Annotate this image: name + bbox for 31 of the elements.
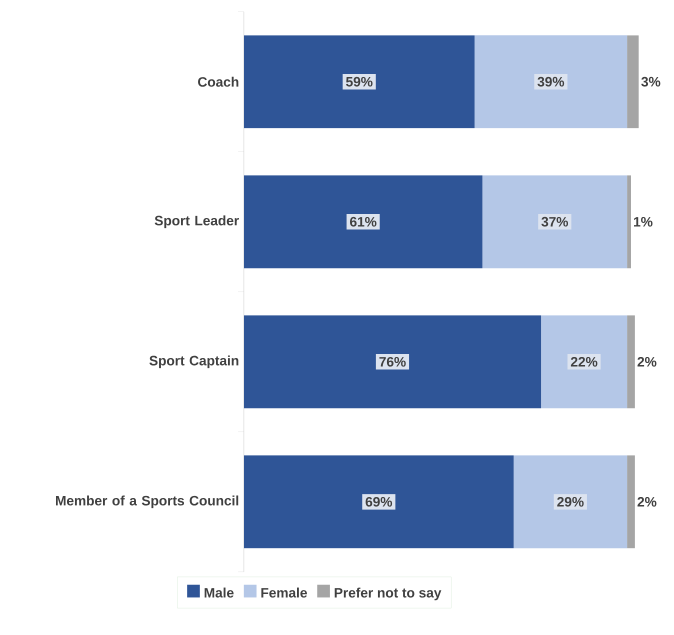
bar: [514, 455, 628, 548]
data-label: 37%: [541, 216, 568, 226]
bar: [627, 35, 639, 128]
data-label: 59%: [346, 76, 373, 86]
data-label: 1%: [634, 216, 652, 226]
bar: [541, 315, 628, 408]
data-label: 2%: [638, 356, 656, 366]
data-label: 2%: [638, 496, 656, 506]
data-label: 69%: [366, 496, 392, 506]
y-tick-label: Sport Leader: [154, 215, 239, 228]
data-label: 29%: [557, 496, 584, 506]
bar: [482, 175, 628, 268]
legend-label: Female: [261, 587, 307, 598]
bar: [244, 455, 514, 548]
data-label: 76%: [379, 356, 406, 366]
y-tick-label: Coach: [198, 76, 238, 87]
legend-label: Prefer not to say: [334, 587, 442, 600]
bar: [627, 315, 635, 408]
data-label: 3%: [641, 76, 660, 86]
bar: [244, 35, 475, 128]
y-tick-label: Member of a Sports Council: [56, 495, 238, 508]
legend-label: Male: [204, 587, 234, 598]
bar: [474, 35, 628, 128]
bar: [244, 315, 542, 408]
data-label: 22%: [570, 356, 598, 366]
bar: [627, 455, 635, 548]
data-label: 39%: [537, 76, 564, 86]
bar: [244, 175, 482, 268]
data-label: 61%: [350, 216, 376, 226]
bar: [627, 175, 631, 268]
y-tick-label: Sport Captain: [149, 355, 238, 368]
